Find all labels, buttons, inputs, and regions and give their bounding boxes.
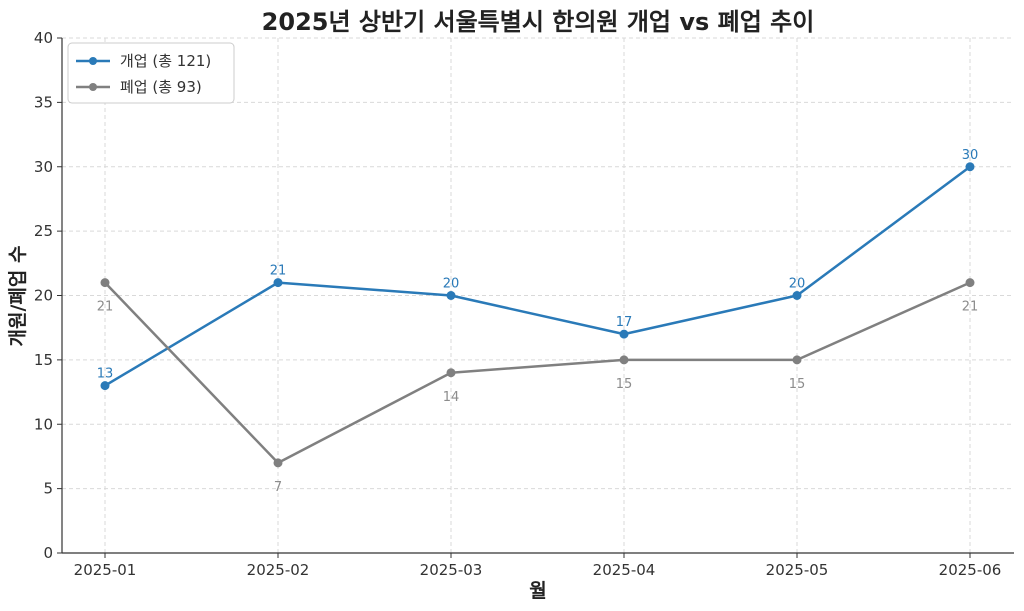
- x-axis-label: 월: [529, 580, 546, 602]
- series-0-data-label: 30: [962, 148, 979, 163]
- series-1-data-label: 7: [274, 480, 282, 495]
- series-1-point: [965, 278, 975, 288]
- series-0-point: [619, 329, 629, 339]
- series-1-data-label: 15: [789, 377, 806, 392]
- x-tick-label: 2025-02: [247, 561, 310, 579]
- series-1-point: [619, 355, 629, 365]
- y-ticks: 0 5 10 15 20 25 30 35 40: [34, 29, 62, 562]
- y-tick-label: 15: [34, 351, 53, 369]
- grid: [62, 37, 1014, 553]
- y-tick-label: 5: [43, 480, 53, 498]
- y-tick-label: 10: [34, 415, 53, 433]
- y-axis-label: 개원/폐업 수: [7, 246, 29, 347]
- series: [100, 162, 975, 468]
- x-tick-label: 2025-04: [593, 561, 656, 579]
- series-1-data-label: 14: [443, 390, 460, 405]
- series-0-data-label: 21: [270, 264, 287, 279]
- legend-label-closing: 폐업 (총 93): [120, 78, 202, 96]
- y-tick-label: 20: [34, 287, 53, 305]
- series-1-data-label: 21: [962, 300, 979, 315]
- series-1-data-label: 15: [616, 377, 633, 392]
- series-0-point: [273, 278, 283, 288]
- series-0-data-label: 13: [97, 367, 114, 382]
- chart-title: 2025년 상반기 서울특별시 한의원 개업 vs 폐업 추이: [262, 8, 815, 36]
- series-line-1: [104, 281, 971, 465]
- series-1-point: [273, 458, 283, 468]
- y-tick-label: 30: [34, 158, 53, 176]
- y-tick-label: 40: [34, 29, 53, 47]
- series-1-point: [446, 368, 456, 378]
- series-0-point: [446, 291, 456, 300]
- series-0-data-label: 20: [443, 277, 460, 292]
- x-tick-label: 2025-03: [420, 561, 483, 579]
- x-tick-label: 2025-05: [766, 561, 829, 579]
- series-0-point: [965, 162, 975, 172]
- series-0-point: [100, 381, 110, 391]
- y-tick-label: 25: [34, 222, 53, 240]
- y-tick-label: 35: [34, 93, 53, 111]
- x-tick-label: 2025-01: [74, 561, 137, 579]
- x-tick-label: 2025-06: [939, 561, 1002, 579]
- y-tick-label: 0: [43, 544, 53, 562]
- x-ticks: 2025-01 2025-02 2025-03 2025-04 2025-05 2025-…: [74, 553, 1002, 579]
- legend: 개업 (총 121) 폐업 (총 93): [67, 42, 235, 104]
- series-0-data-label: 17: [616, 315, 633, 330]
- series-1-point: [100, 278, 110, 288]
- series-0-point: [792, 291, 802, 300]
- series-0-data-label: 20: [789, 277, 806, 292]
- data-labels: 13 21 20 17 20 30 21 7 14 15 15 21: [97, 148, 979, 495]
- legend-label-opening: 개업 (총 121): [120, 52, 211, 70]
- legend-marker-opening: [89, 57, 97, 65]
- series-1-data-label: 21: [97, 300, 114, 315]
- legend-marker-closing: [89, 83, 97, 91]
- series-line-0: [104, 165, 971, 387]
- series-1-point: [792, 355, 802, 365]
